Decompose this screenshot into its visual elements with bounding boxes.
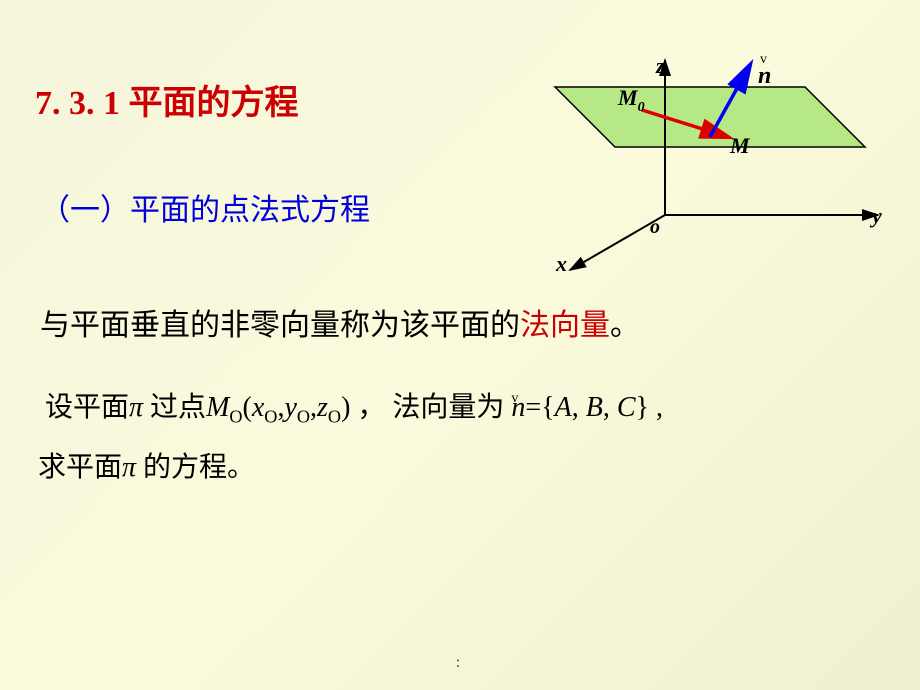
sub-z: O	[328, 407, 341, 427]
pi-2: π	[122, 452, 136, 483]
definition-highlight: 法向量	[520, 309, 610, 342]
sub-y: O	[297, 407, 310, 427]
vec-mark: v	[511, 391, 518, 406]
sym-B: B	[586, 392, 603, 423]
txt3a: 求平面	[38, 452, 122, 483]
c1: ,	[572, 392, 586, 423]
eq: ={	[525, 392, 554, 423]
coordinate-diagram: v z y x o n M0 M	[470, 55, 890, 275]
section-title: 7. 3. 1 平面的方程	[35, 75, 299, 124]
sym-z: z	[317, 392, 328, 423]
sym-A: A	[555, 392, 572, 423]
subsection-title: （一）平面的点法式方程	[40, 185, 370, 229]
question-line: 求平面π 的方程。	[38, 445, 255, 485]
label-x: x	[555, 251, 567, 275]
txt3b: 的方程。	[136, 452, 255, 483]
definition-pre: 与平面垂直的非零向量称为该平面的	[40, 309, 520, 342]
close: } ,	[636, 392, 663, 423]
section-title-text: 平面的方程	[129, 85, 299, 122]
definition-line: 与平面垂直的非零向量称为该平面的法向量。	[40, 300, 640, 344]
txt-a: 设平面	[45, 392, 129, 423]
txt-c: ， 法向量为	[350, 392, 504, 423]
sub-M0: O	[229, 407, 242, 427]
paren-close: )	[341, 392, 350, 423]
txt-b: 过点	[143, 392, 206, 423]
pi-1: π	[129, 392, 143, 423]
sym-x: x	[252, 392, 264, 423]
plane-shape	[555, 87, 865, 147]
sym-y: y	[284, 392, 296, 423]
setup-line: 设平面π 过点MO(xO,yO,zO) ， 法向量为vn={A, B, C} ,	[45, 385, 663, 428]
sub-x: O	[264, 407, 277, 427]
label-z: z	[655, 55, 665, 78]
paren-open: (	[243, 392, 252, 423]
definition-post: 。	[610, 309, 640, 342]
label-M: M	[729, 133, 751, 158]
sym-M: M	[206, 392, 229, 423]
footer-divider: :	[456, 654, 464, 672]
comma2: ,	[310, 392, 317, 423]
section-number: 7. 3. 1	[35, 85, 120, 122]
c2: ,	[603, 392, 617, 423]
sym-C: C	[617, 392, 636, 423]
label-n: n	[758, 63, 771, 89]
label-o: o	[650, 216, 660, 238]
